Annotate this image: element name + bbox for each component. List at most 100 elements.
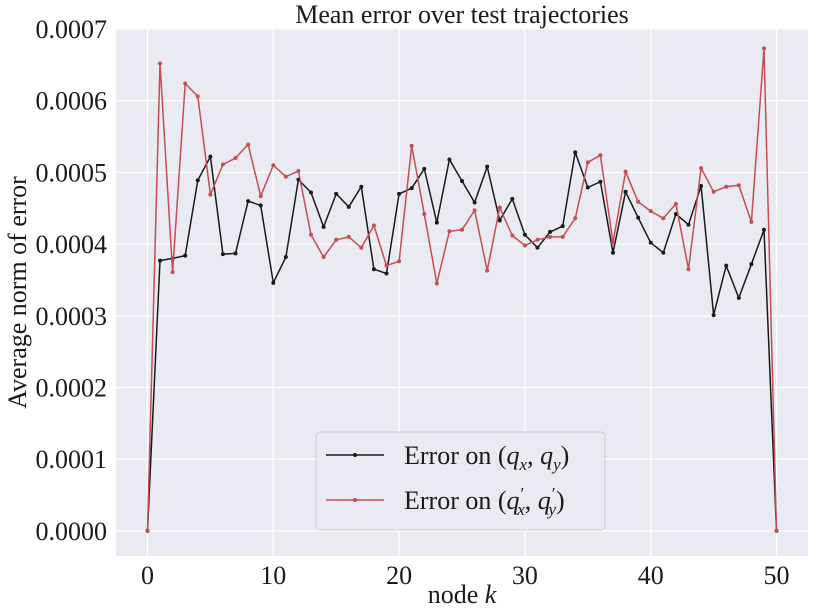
x-tick-label: 30 (512, 561, 538, 590)
series-0-point (736, 295, 741, 300)
series-0-point (434, 220, 439, 225)
series-1-point (447, 229, 452, 234)
series-1-point (648, 209, 653, 214)
x-tick-label: 0 (141, 561, 154, 590)
series-1-point (699, 166, 704, 171)
x-tick-label: 20 (386, 561, 412, 590)
legend-marker-qprime (353, 498, 357, 502)
legend: Error on (qx, qy) Error on (q′ x, q′ y) (315, 431, 606, 531)
series-1-point (334, 237, 339, 242)
series-0-point (409, 186, 414, 191)
series-0-point (460, 179, 464, 184)
series-1-point (397, 259, 402, 264)
series-0-point (573, 150, 578, 155)
series-0-point (208, 154, 213, 159)
series-1-point (346, 234, 351, 239)
x-tick-label: 40 (638, 561, 664, 590)
series-0-point (636, 215, 641, 220)
series-1-point (661, 216, 666, 221)
series-1-point (359, 245, 364, 250)
series-0-point (485, 164, 490, 169)
series-1-point (711, 189, 716, 194)
series-0-point (648, 240, 653, 245)
series-1-point (610, 240, 615, 245)
series-1-point (208, 192, 213, 197)
series-0-point (359, 184, 364, 189)
series-1-point (472, 208, 477, 213)
series-1-point (283, 174, 288, 179)
series-0-point (384, 271, 389, 276)
series-0-point (246, 199, 251, 204)
series-1-point (623, 169, 628, 174)
series-0-point (321, 224, 326, 229)
series-1-point (497, 205, 502, 210)
series-1-point (371, 223, 376, 228)
series-0-point (686, 222, 691, 227)
grid (116, 28, 808, 556)
series-0-point (183, 253, 188, 258)
series-0-point (623, 189, 628, 194)
series-0-point (447, 157, 452, 162)
series-0-point (548, 229, 553, 234)
series-0-point (195, 178, 200, 183)
series-0-point (661, 250, 666, 255)
series-1-point (485, 268, 490, 273)
x-axis-label-text: node (428, 580, 485, 608)
x-tick-label: 10 (260, 561, 286, 590)
series-0-point (585, 185, 590, 190)
series-1-point (749, 219, 754, 224)
series-1-point (145, 528, 150, 533)
series-0-point (309, 190, 314, 195)
legend-marker-qx-qy (353, 453, 357, 457)
series-1-point (434, 281, 439, 286)
x-axis-label-k: k (485, 580, 497, 608)
series-0-point (397, 191, 402, 196)
series-0-point (522, 232, 527, 237)
series-1-point (774, 528, 779, 533)
series-0-point (422, 166, 427, 171)
series-0-point (535, 245, 540, 250)
series-0-point (610, 250, 615, 255)
legend-label-qprime: Error on (q′ x, q′ y) (404, 484, 565, 519)
y-tick-label: 0.0001 (36, 445, 108, 474)
series-0-point (233, 251, 238, 256)
series-0-point (158, 258, 163, 263)
y-tick-label: 0.0007 (36, 15, 108, 44)
series-0-point (371, 267, 376, 272)
x-axis-ticks: 0 10 20 30 40 50 (141, 561, 790, 590)
series-0-point (271, 280, 276, 285)
y-tick-label: 0.0002 (36, 374, 108, 403)
series-1-point (296, 168, 301, 173)
y-axis-label: Average norm of error (3, 176, 32, 409)
series-1-point (736, 183, 741, 188)
chart-title: Mean error over test trajectories (295, 0, 629, 29)
series-1-point (548, 234, 553, 239)
series-1-point (258, 194, 263, 199)
series-0-point (749, 262, 754, 267)
series-1-point (309, 232, 314, 237)
series-1-point (158, 61, 163, 66)
series-0-point (220, 252, 225, 257)
y-tick-label: 0.0000 (36, 517, 108, 546)
series-1-point (761, 46, 766, 51)
series-0-point (472, 200, 477, 205)
series-1-point (195, 94, 200, 99)
series-0-point (724, 263, 729, 268)
series-0-point (258, 203, 263, 208)
series-0-point (497, 218, 502, 223)
series-0-point (334, 191, 339, 196)
legend-box (315, 431, 606, 531)
series-1-point (686, 267, 691, 272)
series-1-point (724, 184, 729, 189)
y-axis-ticks: 0.0000 0.0001 0.0002 0.0003 0.0004 0.0005 0.00… (36, 15, 108, 546)
series-0-point (761, 227, 766, 232)
series-1-point (585, 160, 590, 165)
series-1-point (573, 216, 578, 221)
x-tick-label: 50 (764, 561, 790, 590)
series-1-point (510, 233, 515, 238)
series-1-point (183, 81, 188, 86)
series-1-point (598, 153, 603, 158)
series-1-point (636, 199, 641, 204)
series-0-point (346, 204, 351, 209)
